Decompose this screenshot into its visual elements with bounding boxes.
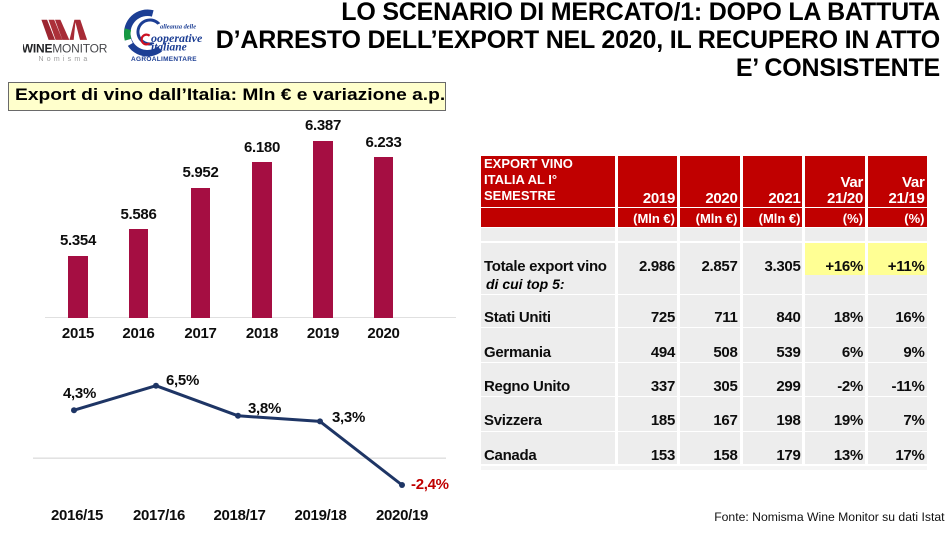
svg-text:italiane: italiane <box>151 42 187 54</box>
svg-text:WINEMONITOR: WINEMONITOR <box>23 42 108 56</box>
svg-text:Nomisma: Nomisma <box>39 56 91 63</box>
svg-text:AGROALIMENTARE: AGROALIMENTARE <box>131 56 197 63</box>
svg-text:ooperative: ooperative <box>151 31 203 45</box>
svg-text:alleanza delle: alleanza delle <box>160 24 196 31</box>
